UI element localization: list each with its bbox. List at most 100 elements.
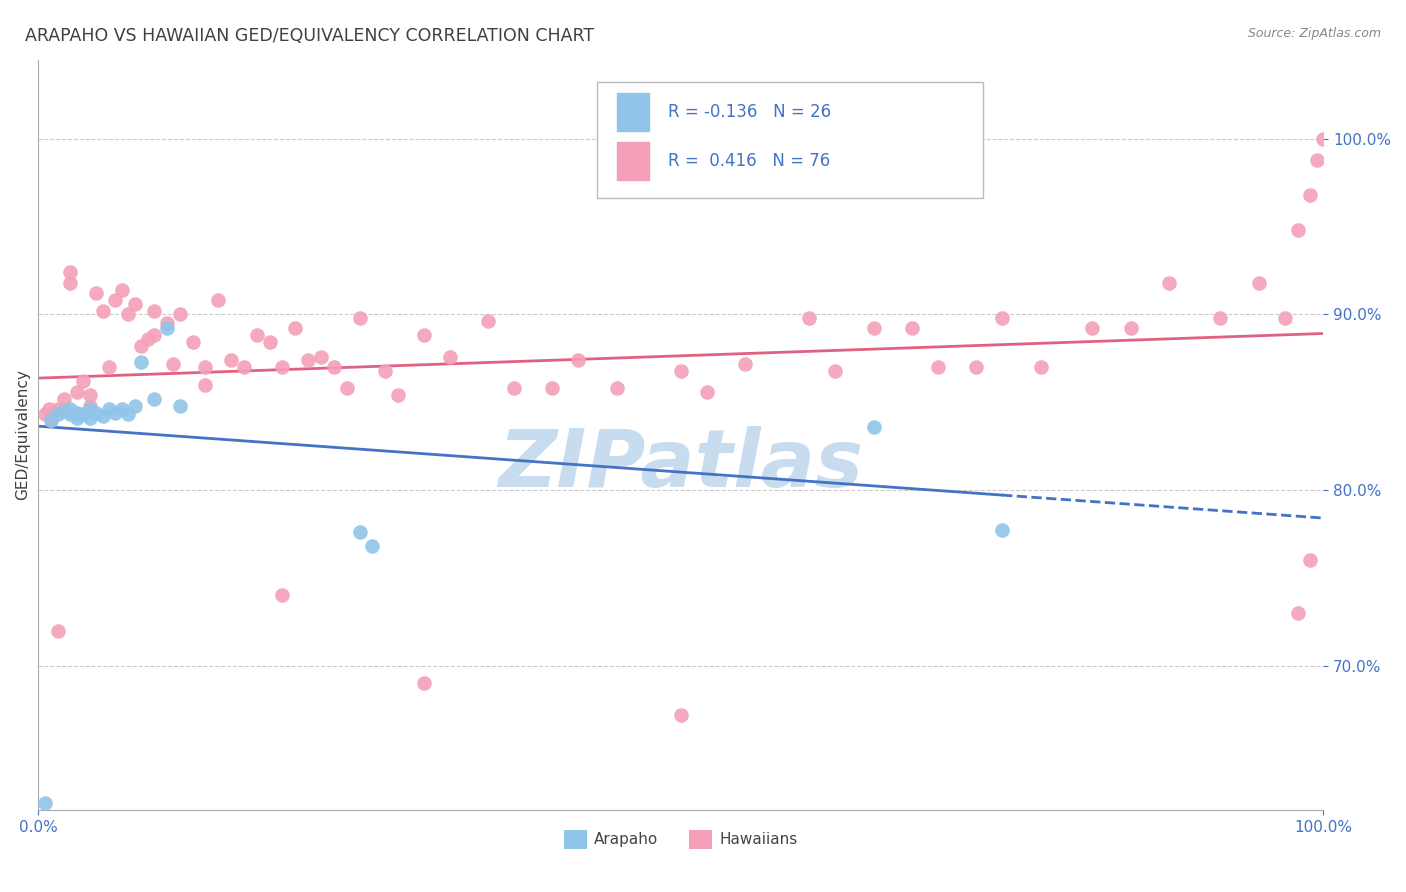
Point	[169, 399, 191, 413]
Point	[46, 408, 69, 422]
Point	[734, 357, 756, 371]
Point	[46, 624, 69, 638]
Point	[246, 328, 269, 343]
Point	[72, 408, 94, 422]
Point	[59, 402, 82, 417]
Point	[1029, 360, 1052, 375]
Point	[669, 363, 692, 377]
Point	[91, 303, 114, 318]
Point	[124, 297, 146, 311]
Point	[66, 406, 89, 420]
Point	[1157, 276, 1180, 290]
Point	[53, 404, 76, 418]
Point	[271, 360, 294, 375]
Point	[84, 406, 107, 420]
Point	[271, 589, 294, 603]
Point	[104, 293, 127, 308]
Point	[124, 399, 146, 413]
Point	[169, 307, 191, 321]
Point	[991, 310, 1014, 325]
Point	[361, 539, 384, 553]
Point	[129, 355, 152, 369]
Point	[669, 707, 692, 722]
Point	[1299, 553, 1322, 567]
Point	[79, 411, 101, 425]
Legend: Arapaho, Hawaiians: Arapaho, Hawaiians	[558, 824, 804, 855]
Point	[207, 293, 229, 308]
Point	[79, 402, 101, 417]
Point	[1299, 187, 1322, 202]
Point	[1306, 153, 1329, 167]
Point	[39, 413, 62, 427]
Point	[336, 381, 359, 395]
Text: ARAPAHO VS HAWAIIAN GED/EQUIVALENCY CORRELATION CHART: ARAPAHO VS HAWAIIAN GED/EQUIVALENCY CORR…	[25, 27, 595, 45]
Point	[1081, 321, 1104, 335]
Point	[34, 796, 56, 810]
Point	[156, 321, 179, 335]
Point	[322, 360, 344, 375]
Point	[194, 377, 217, 392]
Point	[259, 335, 281, 350]
Point	[117, 307, 139, 321]
Point	[98, 360, 121, 375]
Point	[412, 328, 434, 343]
Point	[143, 303, 166, 318]
Point	[219, 353, 242, 368]
Point	[1274, 310, 1296, 325]
Point	[1286, 606, 1309, 620]
Point	[439, 350, 461, 364]
Point	[111, 283, 134, 297]
Point	[84, 286, 107, 301]
Point	[541, 381, 564, 395]
Point	[117, 408, 139, 422]
Point	[129, 339, 152, 353]
Point	[349, 310, 371, 325]
Point	[53, 392, 76, 406]
Text: ZIPatlas: ZIPatlas	[498, 425, 863, 504]
Point	[194, 360, 217, 375]
Point	[1247, 276, 1270, 290]
FancyBboxPatch shape	[598, 82, 983, 198]
Point	[66, 411, 89, 425]
Point	[143, 328, 166, 343]
Point	[349, 525, 371, 540]
Point	[374, 363, 396, 377]
Point	[965, 360, 987, 375]
Point	[39, 413, 62, 427]
Point	[297, 353, 319, 368]
Point	[46, 402, 69, 417]
Bar	[617, 142, 648, 179]
Point	[143, 392, 166, 406]
Point	[59, 276, 82, 290]
Point	[567, 353, 589, 368]
Point	[284, 321, 307, 335]
Point	[606, 381, 628, 395]
Point	[38, 402, 60, 417]
Point	[156, 316, 179, 330]
Point	[72, 374, 94, 388]
Point	[862, 321, 884, 335]
Point	[136, 332, 159, 346]
Y-axis label: GED/Equivalency: GED/Equivalency	[15, 369, 30, 500]
Point	[91, 409, 114, 424]
Point	[1209, 310, 1232, 325]
Point	[59, 408, 82, 422]
Point	[991, 524, 1014, 538]
Point	[799, 310, 821, 325]
Point	[502, 381, 524, 395]
Point	[695, 384, 717, 399]
Text: R = -0.136   N = 26: R = -0.136 N = 26	[668, 103, 831, 121]
Point	[162, 357, 184, 371]
Point	[309, 350, 332, 364]
Point	[181, 335, 204, 350]
Point	[1119, 321, 1142, 335]
Point	[59, 265, 82, 279]
Point	[98, 402, 121, 417]
Point	[824, 363, 846, 377]
Point	[79, 388, 101, 402]
Point	[387, 388, 409, 402]
Point	[111, 402, 134, 417]
Text: R =  0.416   N = 76: R = 0.416 N = 76	[668, 152, 830, 169]
Bar	[617, 94, 648, 131]
Point	[1312, 131, 1334, 145]
